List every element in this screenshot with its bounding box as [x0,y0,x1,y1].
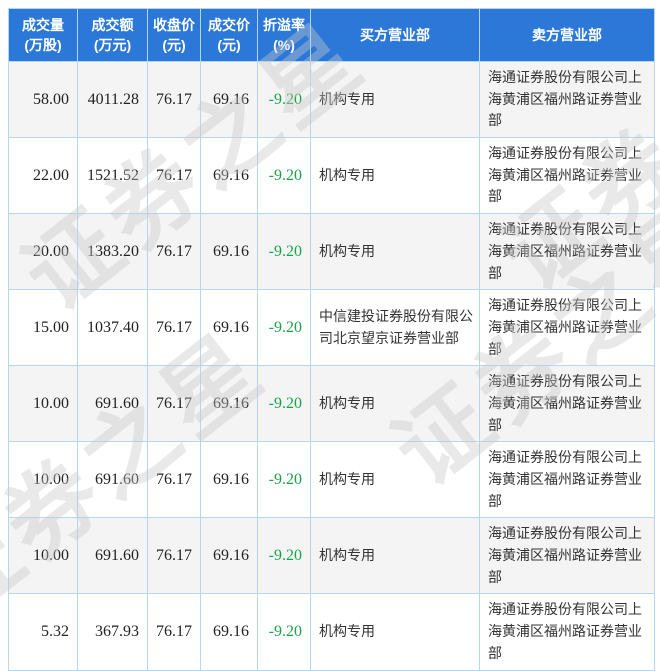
cell-volume: 58.00 [8,60,78,139]
cell-volume: 20.00 [8,213,78,291]
cell-price: 69.16 [200,213,258,291]
col-header-seller: 卖方营业部 [479,8,655,62]
cell-close: 76.17 [147,60,201,139]
cell-volume: 22.00 [8,137,78,215]
cell-premium: -9.20 [257,137,311,215]
cell-volume: 10.00 [8,365,78,443]
cell-buyer: 机构专用 [310,441,480,519]
cell-turnover: 691.60 [77,365,148,443]
cell-buyer: 机构专用 [310,593,480,671]
header-row: 成交量 (万股) 成交额 (万元) 收盘价 (元) 成交价 (元) 折溢率 (%) 买方营… [8,8,655,62]
cell-close: 76.17 [147,517,201,595]
cell-seller: 海通证券股份有限公司上海黄浦区福州路证券营业部 [479,441,655,519]
cell-volume: 10.00 [8,517,78,595]
cell-buyer: 机构专用 [310,137,480,215]
cell-close: 76.17 [147,289,201,367]
table-row: 58.00 4011.28 76.17 69.16 -9.20 机构专用 海通证… [8,60,655,139]
cell-turnover: 1383.20 [77,213,148,291]
cell-seller: 海通证券股份有限公司上海黄浦区福州路证券营业部 [479,593,655,671]
table-row: 15.00 1037.40 76.17 69.16 -9.20 中信建投证券股份… [8,289,655,367]
table-row: 22.00 1521.52 76.17 69.16 -9.20 机构专用 海通证… [8,137,655,215]
cell-volume: 15.00 [8,289,78,367]
col-label: 成交价 [208,16,250,33]
cell-close: 76.17 [147,213,201,291]
cell-turnover: 1037.40 [77,289,148,367]
col-header-turnover: 成交额 (万元) [77,8,148,62]
cell-premium: -9.20 [257,289,311,367]
col-label: 折溢率 [263,16,305,33]
cell-price: 69.16 [200,137,258,215]
cell-price: 69.16 [200,441,258,519]
cell-seller: 海通证券股份有限公司上海黄浦区福州路证券营业部 [479,289,655,367]
cell-buyer: 机构专用 [310,213,480,291]
cell-buyer: 中信建投证券股份有限公司北京望京证券营业部 [310,289,480,367]
col-header-price: 成交价 (元) [200,8,258,62]
cell-price: 69.16 [200,365,258,443]
cell-close: 76.17 [147,365,201,443]
cell-premium: -9.20 [257,213,311,291]
col-label: 成交额 [91,16,134,33]
table-row: 10.00 691.60 76.17 69.16 -9.20 机构专用 海通证券… [8,441,655,519]
table-header: 成交量 (万股) 成交额 (万元) 收盘价 (元) 成交价 (元) 折溢率 (%) 买方营… [8,8,655,62]
cell-seller: 海通证券股份有限公司上海黄浦区福州路证券营业部 [479,365,655,443]
col-header-close: 收盘价 (元) [147,8,201,62]
col-label: 收盘价 [153,16,195,33]
cell-seller: 海通证券股份有限公司上海黄浦区福州路证券营业部 [479,213,655,291]
table-row: 5.32 367.93 76.17 69.16 -9.20 机构专用 海通证券股… [8,593,655,671]
col-header-buyer: 买方营业部 [310,8,480,62]
cell-close: 76.17 [147,137,201,215]
cell-premium: -9.20 [257,593,311,671]
cell-buyer: 机构专用 [310,517,480,595]
cell-turnover: 1521.52 [77,137,148,215]
cell-price: 69.16 [200,517,258,595]
cell-turnover: 367.93 [77,593,148,671]
col-unit: (万元) [93,37,132,53]
table-row: 20.00 1383.20 76.17 69.16 -9.20 机构专用 海通证… [8,213,655,291]
cell-volume: 5.32 [8,593,78,671]
cell-buyer: 机构专用 [310,365,480,443]
col-unit: (%) [273,37,295,53]
col-label: 买方营业部 [360,26,430,43]
block-trade-table: 成交量 (万股) 成交额 (万元) 收盘价 (元) 成交价 (元) 折溢率 (%) 买方营… [8,8,655,671]
table-row: 10.00 691.60 76.17 69.16 -9.20 机构专用 海通证券… [8,517,655,595]
cell-price: 69.16 [200,60,258,139]
col-unit: (元) [162,37,186,53]
cell-buyer: 机构专用 [310,60,480,139]
cell-close: 76.17 [147,441,201,519]
cell-price: 69.16 [200,289,258,367]
col-header-volume: 成交量 (万股) [8,8,78,62]
block-trade-table-wrap: 成交量 (万股) 成交额 (万元) 收盘价 (元) 成交价 (元) 折溢率 (%) 买方营… [8,8,655,671]
col-header-premium: 折溢率 (%) [257,8,311,62]
cell-premium: -9.20 [257,365,311,443]
cell-seller: 海通证券股份有限公司上海黄浦区福州路证券营业部 [479,60,655,139]
cell-premium: -9.20 [257,517,311,595]
cell-volume: 10.00 [8,441,78,519]
cell-premium: -9.20 [257,60,311,139]
cell-premium: -9.20 [257,441,311,519]
cell-seller: 海通证券股份有限公司上海黄浦区福州路证券营业部 [479,137,655,215]
cell-close: 76.17 [147,593,201,671]
cell-turnover: 691.60 [77,517,148,595]
cell-price: 69.16 [200,593,258,671]
table-row: 10.00 691.60 76.17 69.16 -9.20 机构专用 海通证券… [8,365,655,443]
col-label: 卖方营业部 [532,26,602,43]
cell-turnover: 691.60 [77,441,148,519]
col-unit: (万股) [24,37,62,53]
cell-turnover: 4011.28 [77,60,148,139]
cell-seller: 海通证券股份有限公司上海黄浦区福州路证券营业部 [479,517,655,595]
col-label: 成交量 [22,16,64,33]
col-unit: (元) [217,37,241,53]
table-body: 58.00 4011.28 76.17 69.16 -9.20 机构专用 海通证… [8,60,655,671]
